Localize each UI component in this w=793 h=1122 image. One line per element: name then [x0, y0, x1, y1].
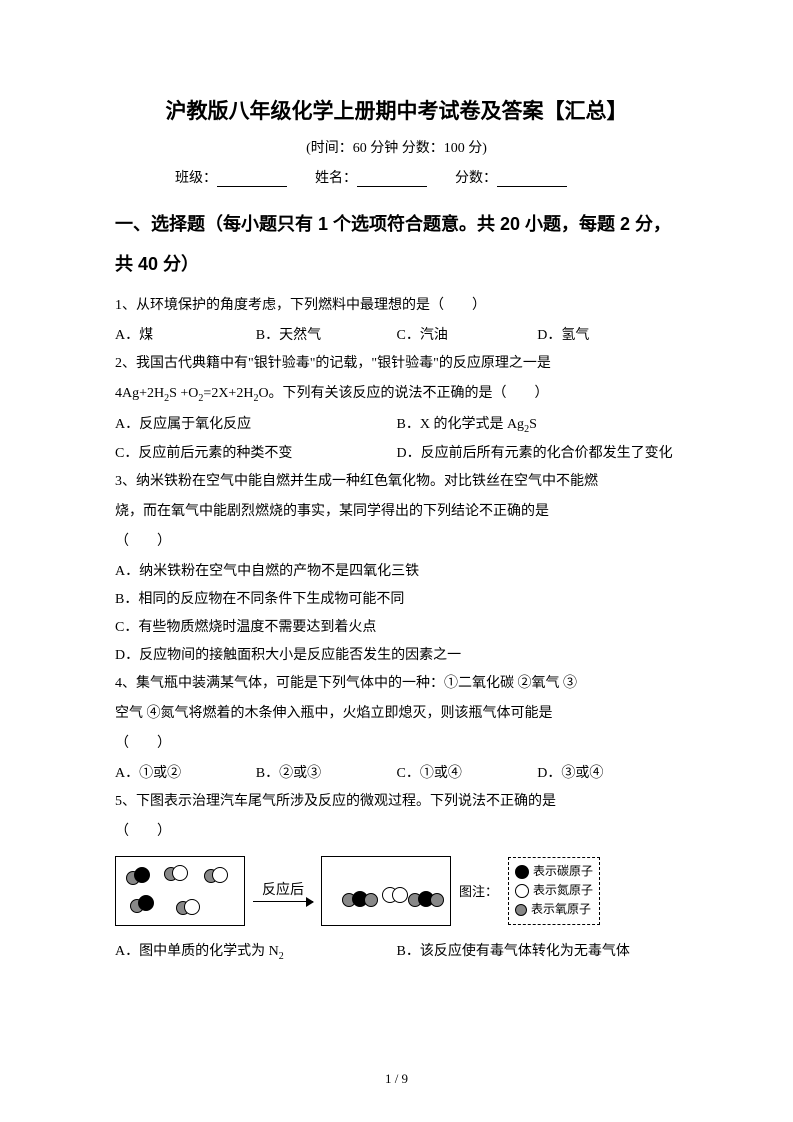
atom-n: [184, 899, 200, 915]
q4-option-b[interactable]: B．②或③: [256, 760, 397, 788]
atom-c: [134, 867, 150, 883]
q1-option-c[interactable]: C．汽油: [397, 322, 538, 350]
question-2-options-cd: C．反应前后元素的种类不变 D．反应前后所有元素的化合价都发生了变化: [115, 440, 678, 468]
name-blank[interactable]: [357, 171, 427, 187]
oxygen-atom-icon: [515, 904, 527, 916]
arrow-label: 反应后: [253, 879, 313, 899]
page-number: 1 / 9: [0, 1071, 793, 1087]
q5-option-a[interactable]: A．图中单质的化学式为 N2: [115, 938, 397, 967]
q2-option-d[interactable]: D．反应前后所有元素的化合价都发生了变化: [397, 440, 679, 468]
atom-n: [212, 867, 228, 883]
atom-o: [364, 893, 378, 907]
marks-blank[interactable]: [497, 171, 567, 187]
q4-option-d[interactable]: D．③或④: [537, 760, 678, 788]
q2-option-b[interactable]: B．X 的化学式是 Ag2S: [397, 411, 679, 440]
legend-c-text: 表示碳原子: [533, 862, 593, 881]
question-4-options: A．①或② B．②或③ C．①或④ D．③或④: [115, 760, 678, 788]
q2-formula-4: O。下列有关该反应的说法不正确的是（ ）: [258, 386, 548, 401]
legend-oxygen: 表示氧原子: [515, 900, 593, 919]
q3-option-c[interactable]: C．有些物质燃烧时温度不需要达到着火点: [115, 614, 678, 642]
class-label: 班级：: [175, 171, 217, 186]
q5a-sub: 2: [279, 951, 284, 962]
question-5-stem-1: 5、下图表示治理汽车尾气所涉及反应的微观过程。下列说法不正确的是: [115, 788, 678, 816]
subtitle-suffix: ): [482, 141, 487, 156]
arrow-line-icon: [253, 901, 313, 902]
atom-c: [138, 895, 154, 911]
q3-option-a[interactable]: A．纳米铁粉在空气中自燃的产物不是四氧化三铁: [115, 558, 678, 586]
legend-nitrogen: 表示氮原子: [515, 881, 593, 900]
question-1-stem: 1、从环境保护的角度考虑，下列燃料中最理想的是（ ）: [115, 292, 678, 320]
question-5-options-ab: A．图中单质的化学式为 N2 B．该反应使有毒气体转化为无毒气体: [115, 938, 678, 967]
q5a-pre: A．图中单质的化学式为 N: [115, 944, 279, 959]
question-4-stem-2: 空气 ④氮气将燃着的木条伸入瓶中，火焰立即熄灭，则该瓶气体可能是: [115, 700, 678, 728]
student-fields: 班级： 姓名： 分数：: [115, 167, 678, 187]
exam-score: 100 分: [444, 141, 483, 156]
question-2-stem-1: 2、我国古代典籍中有"银针验毒"的记载，"银针验毒"的反应原理之一是: [115, 350, 678, 378]
q2-formula-3: =2X+2H: [203, 386, 253, 401]
question-4-stem-3: （ ）: [115, 730, 678, 758]
marks-label: 分数：: [455, 171, 497, 186]
legend-box: 表示碳原子 表示氮原子 表示氧原子: [508, 857, 600, 925]
products-box: [321, 856, 451, 926]
q1-option-b[interactable]: B．天然气: [256, 322, 397, 350]
question-1-options: A．煤 B．天然气 C．汽油 D．氢气: [115, 322, 678, 350]
legend-carbon: 表示碳原子: [515, 862, 593, 881]
question-2-stem-2: 4Ag+2H2S +O2=2X+2H2O。下列有关该反应的说法不正确的是（ ）: [115, 380, 678, 409]
question-3-stem-2: 烧，而在氧气中能剧烈燃烧的事实，某同学得出的下列结论不正确的是: [115, 498, 678, 526]
question-4-stem-1: 4、集气瓶中装满某气体，可能是下列气体中的一种：①二氧化碳 ②氧气 ③: [115, 670, 678, 698]
document-title: 沪教版八年级化学上册期中考试卷及答案【汇总】: [115, 95, 678, 125]
reactants-box: [115, 856, 245, 926]
question-3-stem-3: （ ）: [115, 528, 678, 556]
exam-time: 60 分钟: [353, 141, 399, 156]
class-blank[interactable]: [217, 171, 287, 187]
atom-n: [392, 887, 408, 903]
name-label: 姓名：: [315, 171, 357, 186]
q5-option-b[interactable]: B．该反应使有毒气体转化为无毒气体: [397, 938, 679, 967]
legend-o-text: 表示氧原子: [531, 900, 591, 919]
q1-option-d[interactable]: D．氢气: [537, 322, 678, 350]
reaction-diagram: 反应后 图注： 表示碳原子 表示氮原子 表示氧原子: [115, 856, 678, 926]
q2-formula-1: 4Ag+2H: [115, 386, 164, 401]
atom-o: [430, 893, 444, 907]
legend-title: 图注：: [459, 881, 498, 900]
q2-option-c[interactable]: C．反应前后元素的种类不变: [115, 440, 397, 468]
q1-option-a[interactable]: A．煤: [115, 322, 256, 350]
carbon-atom-icon: [515, 865, 529, 879]
reaction-arrow: 反应后: [253, 879, 313, 902]
score-label: 分数：: [398, 141, 444, 156]
q3-option-d[interactable]: D．反应物间的接触面积大小是反应能否发生的因素之一: [115, 642, 678, 670]
q2b-pre: B．X 的化学式是 Ag: [397, 417, 525, 432]
legend-n-text: 表示氮原子: [533, 881, 593, 900]
question-5-stem-2: （ ）: [115, 818, 678, 846]
q2-option-a[interactable]: A．反应属于氧化反应: [115, 411, 397, 440]
question-2-options-ab: A．反应属于氧化反应 B．X 的化学式是 Ag2S: [115, 411, 678, 440]
q4-option-c[interactable]: C．①或④: [397, 760, 538, 788]
subtitle-prefix: (时间：: [306, 141, 353, 156]
q2b-post: S: [529, 417, 537, 432]
q2-formula-2: S +O: [169, 386, 198, 401]
question-3-stem-1: 3、纳米铁粉在空气中能自燃并生成一种红色氧化物。对比铁丝在空气中不能燃: [115, 468, 678, 496]
atom-n: [172, 865, 188, 881]
exam-info: (时间：60 分钟 分数：100 分): [115, 137, 678, 157]
q4-option-a[interactable]: A．①或②: [115, 760, 256, 788]
q3-option-b[interactable]: B．相同的反应物在不同条件下生成物可能不同: [115, 586, 678, 614]
nitrogen-atom-icon: [515, 884, 529, 898]
section-1-header: 一、选择题（每小题只有 1 个选项符合题意。共 20 小题，每题 2 分，共 4…: [115, 205, 678, 284]
